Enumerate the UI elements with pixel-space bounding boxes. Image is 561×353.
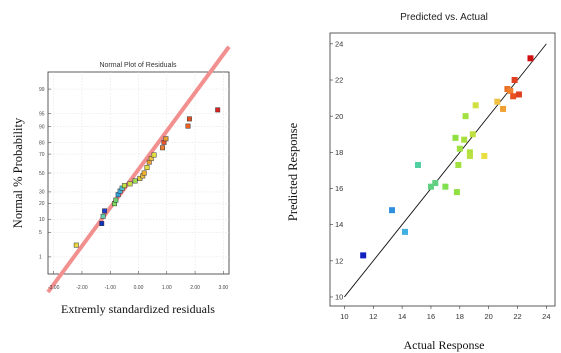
left-y-tick-label: 5 [39, 230, 42, 236]
left-point [186, 116, 192, 122]
right-y-tick-label: 16 [335, 184, 343, 193]
right-y-tick-label: 22 [335, 76, 343, 85]
left-point [73, 242, 79, 248]
left-x-tick-label: 1.00 [162, 285, 172, 291]
left-y-axis-label: Normal % Probability [11, 117, 25, 228]
right-x-tick-label: 10 [340, 312, 348, 321]
left-x-tick-label: 2.00 [190, 285, 200, 291]
right-point [527, 55, 534, 62]
right-plot-frame [329, 32, 556, 307]
left-y-tick-label: 90 [39, 125, 45, 131]
right-fit-line-mark [344, 43, 547, 298]
right-x-tick-label: 24 [542, 312, 550, 321]
left-point [160, 145, 165, 151]
left-point [144, 165, 150, 171]
left-point [141, 170, 147, 176]
left-y-tick-label: 50 [39, 171, 45, 177]
right-point [510, 93, 517, 100]
right-point [414, 161, 421, 168]
right-x-tick-label: 14 [398, 312, 406, 321]
left-point [127, 181, 133, 187]
right-point [389, 207, 396, 214]
right-x-tick-label: 22 [513, 312, 521, 321]
left-y-tick-label: 70 [39, 152, 45, 158]
right-point [472, 102, 479, 109]
left-point [185, 123, 191, 129]
left-points [73, 107, 221, 248]
right-point [515, 91, 522, 98]
right-y-ticks: 10 12 14 16 18 20 22 24 [330, 39, 343, 302]
left-point [163, 136, 169, 142]
left-x-axis-label: Extremly standardized residuals [61, 302, 215, 316]
right-fit-line [344, 43, 547, 298]
left-x-tick-label: 3.00 [218, 285, 228, 291]
left-point [99, 221, 105, 226]
right-x-tick-label: 20 [484, 312, 492, 321]
left-point [137, 175, 143, 181]
right-point [360, 252, 367, 259]
left-x-tick-label: -1.00 [105, 285, 117, 291]
right-x-ticks: 10 12 14 16 18 20 22 24 [340, 306, 551, 321]
right-point [481, 152, 488, 159]
left-fit-line-mark [46, 45, 231, 294]
right-x-tick-label: 16 [427, 312, 435, 321]
right-x-axis-label: Actual Response [404, 338, 485, 352]
left-point [100, 213, 106, 219]
right-point [469, 131, 476, 138]
left-point [132, 178, 138, 184]
right-y-tick-label: 12 [335, 256, 343, 265]
left-y-ticks: 99 95 90 80 70 50 30 20 10 5 1 [39, 87, 51, 261]
left-y-tick-label: 80 [39, 140, 45, 146]
left-point [113, 197, 119, 203]
right-y-tick-label: 14 [335, 220, 343, 229]
right-point [466, 152, 473, 159]
left-point [148, 156, 154, 162]
right-point [466, 149, 473, 156]
left-x-tick-label: -2.00 [76, 285, 88, 291]
left-x-ticks: -3.00 -2.00 -1.00 0.00 1.00 2.00 3.00 [48, 271, 228, 291]
right-point [452, 134, 459, 141]
right-point [455, 161, 462, 168]
right-point [462, 113, 469, 120]
left-y-tick-label: 1 [39, 255, 42, 261]
left-x-tick-label: 0.00 [134, 285, 144, 291]
right-point [402, 228, 408, 235]
left-y-tick-label: 10 [39, 217, 45, 223]
left-y-tick-label: 30 [39, 190, 45, 196]
left-fit-line [46, 45, 231, 294]
right-chart-title: Predicted vs. Actual [400, 12, 488, 23]
right-point [432, 180, 439, 187]
right-point [427, 183, 434, 190]
right-point [494, 98, 501, 105]
right-x-tick-label: 12 [369, 312, 377, 321]
left-y-tick-label: 95 [39, 111, 45, 117]
left-point [215, 107, 221, 113]
normal-plot-chart: Normal Plot of Residuals -3.00 -2.00 -1.00… [11, 45, 231, 316]
right-point [461, 136, 468, 143]
left-point [151, 152, 157, 158]
left-y-tick-label: 20 [39, 201, 45, 207]
right-point [507, 87, 514, 94]
right-point [500, 105, 507, 112]
right-x-tick-label: 18 [456, 312, 464, 321]
right-points [360, 55, 534, 259]
left-point [121, 183, 127, 189]
left-y-tick-label: 99 [39, 87, 45, 93]
right-point [442, 183, 449, 190]
right-point [453, 189, 460, 196]
right-y-tick-label: 24 [335, 39, 343, 48]
right-y-tick-label: 18 [335, 148, 343, 157]
right-y-tick-label: 10 [335, 293, 343, 302]
left-x-tick-label: -3.00 [48, 285, 60, 291]
left-point [102, 208, 108, 214]
predicted-vs-actual-chart: Predicted vs. Actual 10 12 14 16 18 20 22 24 10… [286, 12, 556, 352]
right-y-axis-label: Predicted Response [286, 122, 300, 221]
right-y-tick-label: 20 [335, 112, 343, 121]
right-point [456, 145, 463, 152]
right-point [511, 77, 518, 84]
left-chart-title: Normal Plot of Residuals [99, 62, 177, 69]
